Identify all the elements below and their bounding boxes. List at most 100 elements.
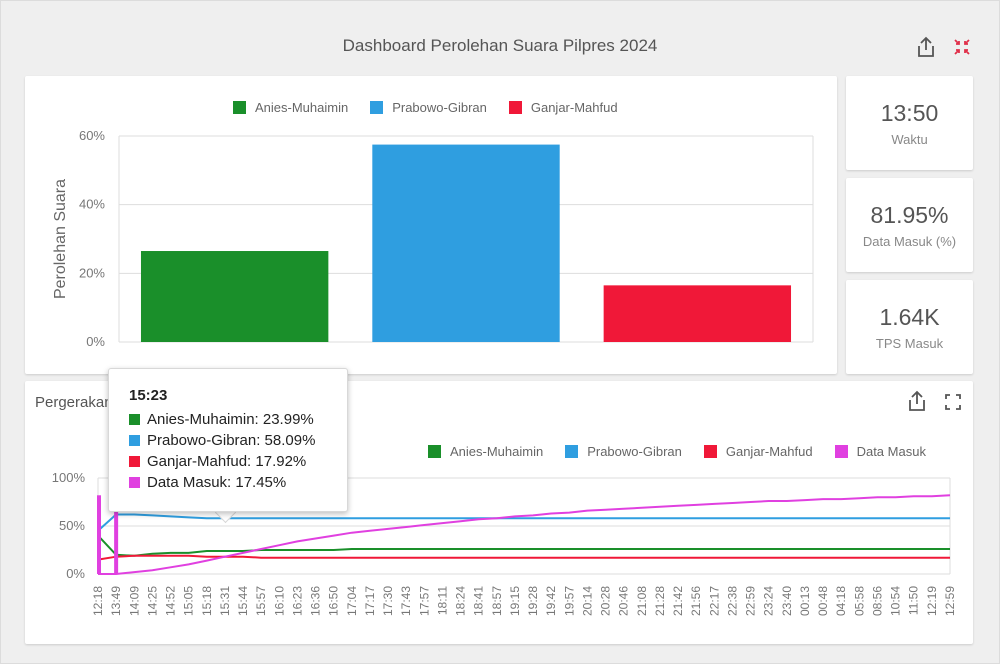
legend-item-anies[interactable]: Anies-Muhaimin (428, 444, 543, 459)
x-tick-label: 22:38 (725, 586, 739, 616)
stat-card-waktu: 13:50 Waktu (846, 76, 973, 170)
tooltip-text: Anies-Muhaimin: 23.99% (147, 411, 314, 428)
tooltip-swatch (129, 477, 140, 488)
legend-item-ganjar[interactable]: Ganjar-Mahfud (508, 100, 618, 115)
x-tick-label: 05:58 (852, 586, 866, 616)
tooltip-row: Data Masuk: 17.45% (129, 474, 286, 491)
x-tick-label: 18:24 (454, 586, 468, 616)
x-tick-label: 17:57 (417, 586, 431, 616)
legend-label: Anies-Muhaimin (255, 100, 349, 115)
legend-swatch (370, 101, 384, 114)
tooltip-text: Data Masuk: 17.45% (147, 474, 287, 491)
x-tick-label: 18:57 (490, 586, 504, 616)
legend-item-anies[interactable]: Anies-Muhaimin (233, 100, 348, 115)
y-tick-label: 0% (66, 566, 85, 581)
legend-label: Ganjar-Mahfud (725, 444, 813, 459)
x-tick-label: 17:04 (345, 586, 359, 616)
legend-swatch (834, 445, 848, 458)
tooltip-text: Prabowo-Gibran: 58.09% (147, 432, 316, 449)
x-tick-label: 23:24 (762, 586, 776, 616)
x-tick-label: 15:57 (254, 586, 268, 616)
collapse-icon[interactable] (953, 38, 971, 56)
y-tick-label: 100% (52, 470, 86, 485)
tooltip-row: Anies-Muhaimin: 23.99% (129, 411, 314, 428)
y-tick-label: 0% (86, 334, 105, 349)
x-tick-label: 17:17 (363, 586, 377, 616)
data-masuk-marker (97, 495, 101, 574)
x-tick-label: 23:40 (780, 586, 794, 616)
tooltip-row: Prabowo-Gibran: 58.09% (129, 432, 315, 449)
series-line-data masuk (98, 494, 951, 575)
x-tick-label: 00:13 (798, 586, 812, 616)
x-tick-label: 14:09 (127, 586, 141, 616)
x-tick-label: 08:56 (870, 586, 884, 616)
data-masuk-marker (114, 495, 119, 574)
stat-label: Waktu (891, 132, 928, 147)
share-icon[interactable] (907, 390, 927, 412)
series-line-ganjar-mahfud (97, 554, 950, 561)
stat-card-data-masuk: 81.95% Data Masuk (%) (846, 178, 973, 272)
line-legend: Anies-Muhaimin Prabowo-Gibran Ganjar-Mah… (428, 444, 948, 459)
x-tick-label: 12:19 (925, 586, 939, 616)
x-tick-label: 19:42 (544, 586, 558, 616)
x-tick-label: 22:59 (744, 586, 758, 616)
y-tick-label: 60% (79, 128, 105, 143)
series-line-prabowo-gibran (97, 513, 950, 532)
legend-swatch (233, 101, 246, 114)
x-tick-label: 21:08 (635, 586, 649, 616)
x-tick-label: 21:28 (653, 586, 667, 616)
x-tick-label: 16:50 (327, 586, 341, 616)
legend-swatch (508, 101, 522, 114)
stat-label: TPS Masuk (875, 336, 944, 351)
legend-label: Ganjar-Mahfud (530, 100, 618, 115)
expand-icon[interactable] (944, 393, 962, 411)
x-tick-label: 19:28 (526, 586, 540, 616)
tooltip-text: Ganjar-Mahfud: 17.92% (147, 453, 307, 470)
tooltip-swatch (129, 435, 140, 446)
legend-swatch (703, 445, 717, 458)
legend-item-data-masuk[interactable]: Data Masuk (834, 444, 926, 459)
legend-label: Anies-Muhaimin (450, 444, 544, 459)
x-tick-label: 20:14 (580, 586, 594, 616)
legend-item-prabowo[interactable]: Prabowo-Gibran (370, 100, 487, 115)
x-tick-label: 00:48 (816, 586, 830, 616)
legend-item-prabowo[interactable]: Prabowo-Gibran (565, 444, 682, 459)
x-tick-label: 20:28 (599, 586, 613, 616)
x-tick-label: 18:41 (472, 586, 486, 616)
legend-item-ganjar[interactable]: Ganjar-Mahfud (703, 444, 813, 459)
x-tick-label: 21:56 (689, 586, 703, 616)
x-tick-label: 16:36 (309, 586, 323, 616)
legend-label: Prabowo-Gibran (587, 444, 682, 459)
tooltip-title: 15:23 (129, 387, 168, 404)
x-tick-label: 17:43 (399, 586, 413, 616)
stat-value: 1.64K (879, 304, 940, 330)
x-tick-label: 17:30 (381, 586, 395, 616)
y-tick-label: 20% (79, 265, 105, 280)
legend-swatch (428, 445, 441, 458)
x-tick-label: 14:25 (145, 586, 159, 616)
x-tick-label: 12:59 (943, 586, 957, 616)
x-tick-label: 19:15 (508, 586, 522, 616)
share-icon[interactable] (916, 36, 936, 58)
x-tick-label: 22:17 (707, 586, 721, 616)
stat-value: 81.95% (870, 202, 949, 228)
tooltip-row: Ganjar-Mahfud: 17.92% (129, 453, 306, 470)
x-tick-label: 11:50 (907, 586, 921, 615)
line-panel-title: Pergerakan (35, 394, 113, 411)
y-axis-title: Perolehan Suara (52, 179, 69, 299)
chart-tooltip: 15:23 Anies-Muhaimin: 23.99% Prabowo-Gib… (108, 368, 348, 512)
bar-anies-muhaimin (140, 251, 329, 342)
stat-label: Data Masuk (%) (862, 234, 957, 249)
x-tick-label: 16:23 (290, 586, 304, 616)
x-tick-label: 15:31 (218, 586, 232, 616)
stat-value: 13:50 (880, 100, 939, 126)
x-tick-label: 19:57 (562, 586, 576, 616)
legend-label: Data Masuk (856, 444, 926, 459)
x-tick-label: 04:18 (834, 586, 848, 616)
stat-card-tps-masuk: 1.64K TPS Masuk (846, 280, 973, 374)
x-tick-label: 10:54 (889, 586, 903, 616)
y-tick-label: 40% (79, 197, 105, 212)
x-tick-label: 21:42 (671, 586, 685, 616)
x-tick-label: 18:11 (435, 586, 449, 615)
legend-label: Prabowo-Gibran (392, 100, 487, 115)
